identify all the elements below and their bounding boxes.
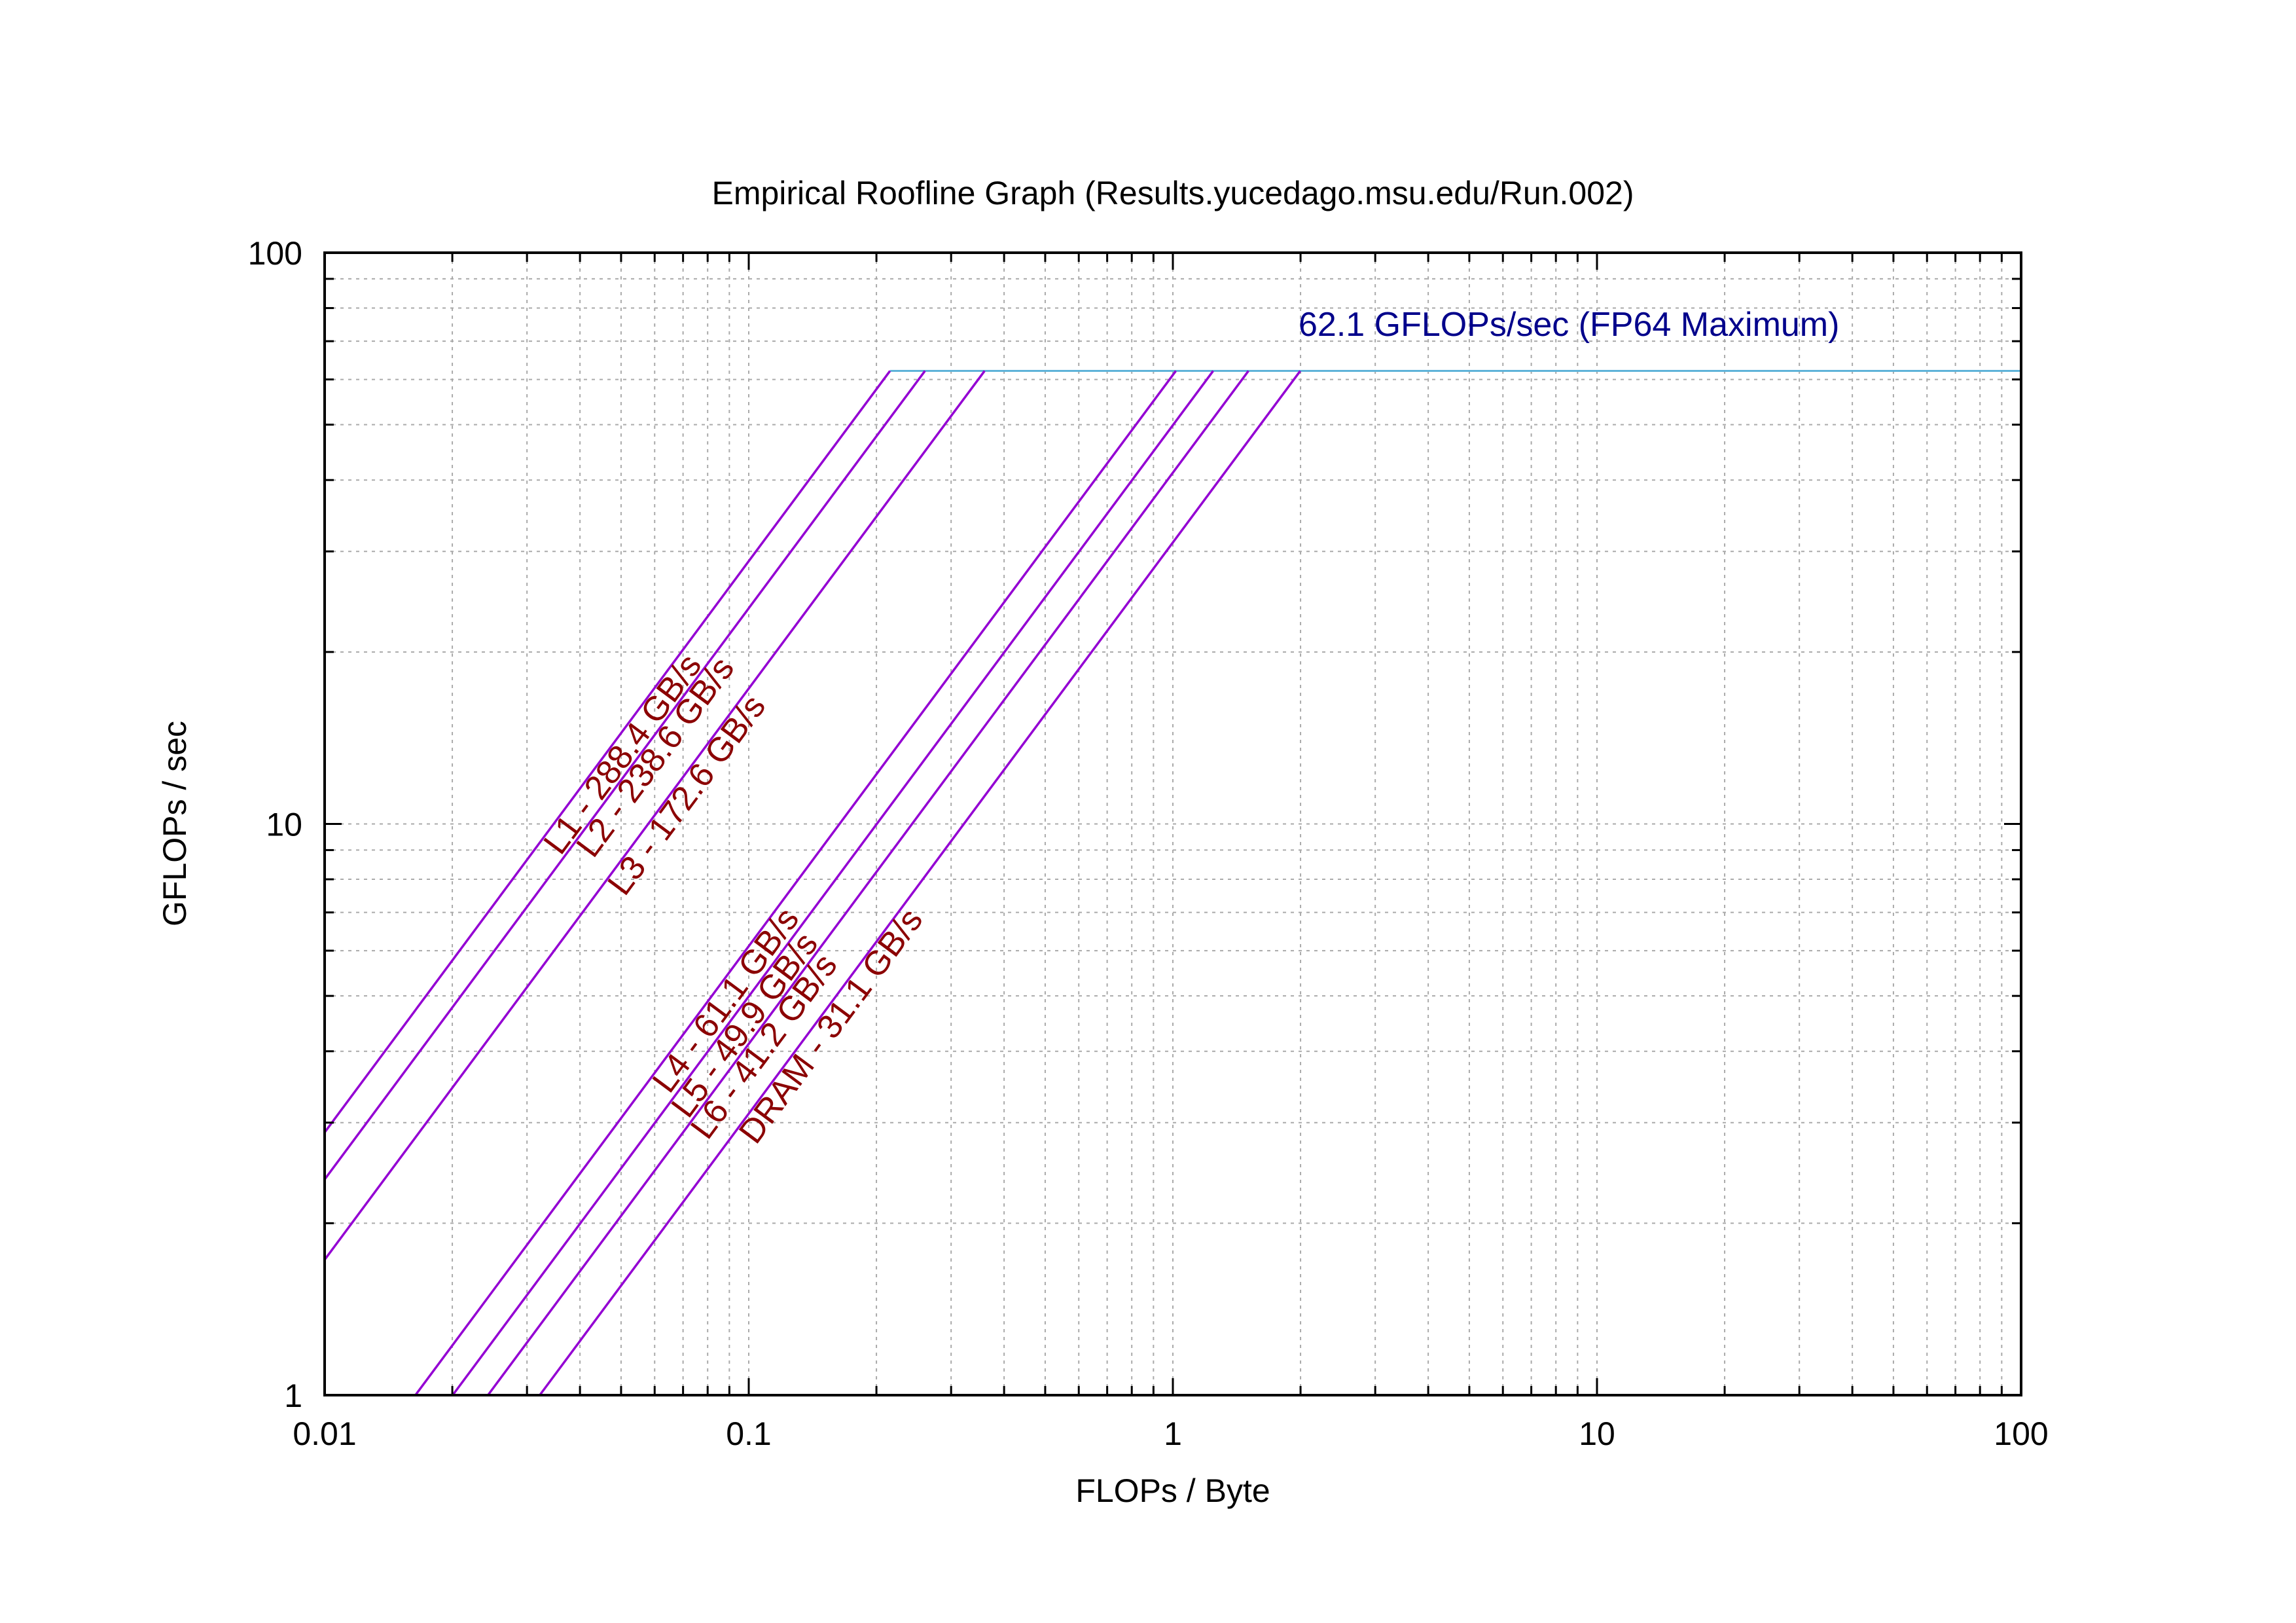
plot-frame	[323, 251, 2022, 1396]
chart-title: Empirical Roofline Graph (Results.yuceda…	[711, 175, 1634, 211]
grid	[325, 253, 2021, 1395]
bandwidth-line	[539, 370, 1302, 1396]
bandwidth-line	[487, 370, 1249, 1396]
y-tick-label: 1	[284, 1377, 302, 1414]
x-tick-label: 100	[1994, 1415, 2048, 1452]
y-axis-label: GFLOPs / sec	[156, 721, 193, 926]
peak-label: 62.1 GFLOPs/sec (FP64 Maximum)	[1299, 306, 1839, 344]
x-tick-label: 1	[1164, 1415, 1182, 1452]
bandwidth-line	[323, 370, 891, 1133]
tick-labels: 0.01 0.1 1 10 100 1 10 100	[248, 235, 2049, 1452]
bandwidth-line	[414, 370, 1177, 1396]
bandwidth-line	[452, 370, 1214, 1396]
y-tick-label: 10	[266, 807, 302, 843]
y-tick-label: 100	[248, 235, 302, 272]
x-tick-label: 0.1	[726, 1415, 772, 1452]
x-tick-label: 10	[1579, 1415, 1615, 1452]
series-lines	[323, 370, 2021, 1396]
x-tick-label: 0.01	[293, 1415, 356, 1452]
bandwidth-line	[323, 370, 926, 1180]
axis-ticks	[325, 253, 2021, 1395]
bandwidth-line	[323, 370, 986, 1261]
x-axis-label: FLOPs / Byte	[1075, 1472, 1270, 1509]
